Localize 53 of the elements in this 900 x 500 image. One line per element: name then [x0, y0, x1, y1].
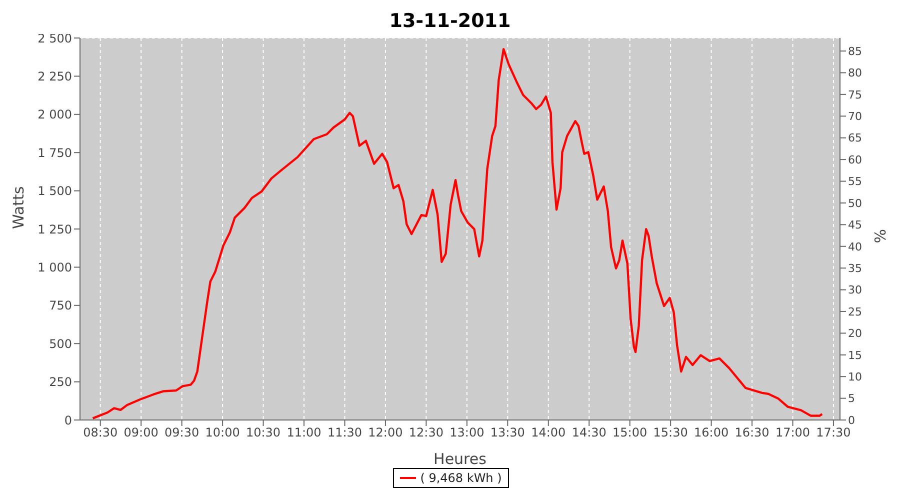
x-tick-label: 09:30: [164, 426, 200, 440]
x-tick-label: 17:00: [775, 426, 810, 440]
y-tick-label: 250: [49, 375, 72, 390]
y2-tick-label: 45: [848, 218, 862, 232]
y-tick-label: 1 750: [38, 146, 72, 160]
y2-tick-label: 55: [848, 175, 862, 188]
x-tick-label: 10:00: [205, 426, 240, 440]
y2-tick-label: 85: [848, 44, 862, 58]
chart-title: 13-11-2011: [389, 10, 511, 32]
y-axis-title: Watts: [9, 186, 28, 229]
y2-tick-label: 20: [848, 327, 862, 340]
x-tick-label: 16:30: [734, 426, 770, 440]
x-tick-label: 14:30: [572, 426, 606, 440]
x-tick-label: 09:00: [124, 426, 158, 440]
x-tick-label: 15:00: [612, 426, 648, 440]
y-tick-label: 1 000: [38, 260, 72, 274]
x-tick-label: 12:30: [408, 426, 444, 440]
x-tick-label: 08:30: [83, 426, 118, 440]
y-tick-label: 0: [64, 413, 72, 428]
legend-label: ( 9,468 kWh ): [420, 471, 502, 485]
y2-tick-label: 50: [848, 196, 862, 210]
y2-tick-label: 60: [848, 153, 862, 166]
x-tick-label: 11:00: [286, 426, 322, 440]
x-tick-label: 13:00: [450, 426, 484, 440]
x-tick-label: 17:30: [816, 426, 851, 440]
y2-tick-label: 15: [848, 348, 862, 362]
y-tick-label: 2 000: [38, 108, 72, 122]
y-tick-label: 1 500: [38, 184, 72, 198]
y2-tick-label: 40: [848, 240, 862, 254]
y2-tick-label: 30: [848, 284, 862, 297]
x-tick-label: 14:00: [531, 426, 566, 440]
y2-tick-label: 10: [848, 370, 862, 384]
x-tick-label: 13:30: [490, 426, 525, 440]
y2-tick-label: 0: [848, 414, 855, 427]
y2-tick-label: 35: [848, 262, 862, 275]
y2-axis-title: %: [871, 229, 890, 244]
y-tick-label: 750: [49, 298, 72, 313]
y-tick-label: 2 250: [38, 69, 72, 84]
y2-tick-label: 65: [848, 132, 862, 145]
line-series: [92, 48, 824, 420]
x-tick-label: 11:30: [327, 426, 362, 440]
x-tick-label: 16:00: [694, 426, 729, 440]
y2-tick-label: 25: [848, 305, 862, 318]
x-tick-label: 15:30: [653, 426, 688, 440]
y2-tick-label: 75: [848, 88, 862, 102]
x-tick-label: 10:30: [246, 426, 281, 440]
x-axis-title: Heures: [434, 450, 487, 468]
y2-tick-label: 70: [848, 110, 862, 124]
y-tick-label: 500: [49, 336, 72, 351]
y-tick-label: 1 250: [38, 222, 72, 236]
y2-tick-label: 5: [848, 392, 855, 406]
x-tick-label: 12:00: [368, 426, 403, 440]
y2-tick-label: 80: [848, 66, 862, 80]
